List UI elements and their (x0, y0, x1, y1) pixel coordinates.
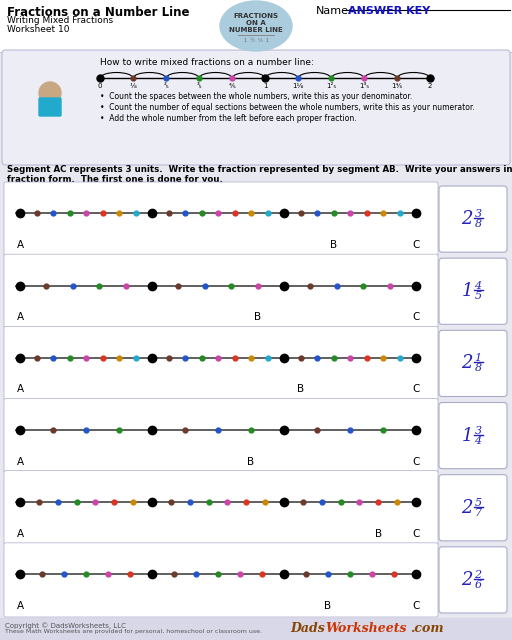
FancyBboxPatch shape (439, 403, 507, 468)
Text: •  Count the spaces between the whole numbers, write this as your denominator.: • Count the spaces between the whole num… (100, 92, 412, 101)
Text: A: A (16, 240, 24, 250)
Text: 2: 2 (461, 499, 473, 516)
Text: C: C (412, 456, 420, 467)
Text: 1: 1 (475, 353, 482, 364)
FancyBboxPatch shape (439, 475, 507, 541)
Text: Worksheet 10: Worksheet 10 (7, 25, 70, 34)
Text: 4: 4 (475, 281, 482, 291)
Text: 2: 2 (461, 355, 473, 372)
Text: B: B (330, 240, 337, 250)
Text: A: A (16, 456, 24, 467)
Text: 1⅘: 1⅘ (391, 83, 402, 89)
FancyBboxPatch shape (4, 326, 438, 401)
Text: ⅛: ⅛ (130, 83, 136, 89)
Text: A: A (16, 601, 24, 611)
Text: •  Count the number of equal sections between the whole numbers, write this as y: • Count the number of equal sections bet… (100, 103, 475, 112)
Text: 1: 1 (461, 427, 473, 445)
Text: C: C (412, 385, 420, 394)
Text: C: C (412, 601, 420, 611)
Text: 0: 0 (98, 83, 102, 89)
Text: ⅘: ⅘ (229, 83, 236, 89)
Text: 4: 4 (475, 436, 482, 445)
Text: 2: 2 (475, 570, 482, 580)
FancyBboxPatch shape (4, 399, 438, 473)
Text: B: B (247, 456, 254, 467)
FancyBboxPatch shape (39, 98, 61, 116)
Text: Worksheets: Worksheets (325, 622, 407, 635)
Text: C: C (412, 312, 420, 323)
Text: 1  ½  ⅓  1: 1 ½ ⅓ 1 (244, 38, 268, 42)
FancyBboxPatch shape (4, 470, 438, 545)
Text: 2: 2 (461, 210, 473, 228)
Text: fraction form.  The first one is done for you.: fraction form. The first one is done for… (7, 175, 223, 184)
Text: Dads: Dads (290, 622, 325, 635)
Text: FRACTIONS: FRACTIONS (233, 13, 279, 19)
Bar (0, 0, 512, 52)
Text: ²₅: ²₅ (163, 83, 169, 89)
Text: These Math Worksheets are provided for personal, homeschool or classroom use.: These Math Worksheets are provided for p… (5, 629, 262, 634)
Text: B: B (254, 312, 261, 323)
Text: Writing Mixed Fractions: Writing Mixed Fractions (7, 16, 113, 25)
FancyBboxPatch shape (4, 543, 438, 617)
Text: 1³₅: 1³₅ (359, 83, 369, 89)
Text: 8: 8 (475, 364, 482, 373)
Text: Name:: Name: (316, 6, 353, 16)
Text: 3: 3 (475, 426, 482, 436)
Bar (0, 618, 512, 640)
Text: 5: 5 (475, 291, 482, 301)
Text: Copyright © DadsWorksheets, LLC: Copyright © DadsWorksheets, LLC (5, 622, 126, 628)
Text: C: C (412, 529, 420, 539)
Text: Segment AC represents 3 units.  Write the fraction represented by segment AB.  W: Segment AC represents 3 units. Write the… (7, 165, 512, 174)
Text: B: B (325, 601, 332, 611)
Text: 1: 1 (461, 282, 473, 300)
Text: A: A (16, 385, 24, 394)
FancyBboxPatch shape (439, 547, 507, 613)
Text: 5: 5 (475, 498, 482, 508)
Text: 7: 7 (475, 508, 482, 518)
Ellipse shape (220, 1, 292, 51)
Text: ON A: ON A (246, 20, 266, 26)
Text: 1⅛: 1⅛ (292, 83, 304, 89)
Text: Fractions on a Number Line: Fractions on a Number Line (7, 6, 189, 19)
FancyBboxPatch shape (2, 50, 510, 165)
FancyBboxPatch shape (439, 258, 507, 324)
Text: NUMBER LINE: NUMBER LINE (229, 27, 283, 33)
Text: A: A (16, 312, 24, 323)
FancyBboxPatch shape (4, 182, 438, 256)
Text: How to write mixed fractions on a number line:: How to write mixed fractions on a number… (100, 58, 314, 67)
Text: 1²₅: 1²₅ (326, 83, 336, 89)
FancyBboxPatch shape (439, 186, 507, 252)
FancyBboxPatch shape (4, 254, 438, 328)
Text: B: B (375, 529, 382, 539)
FancyBboxPatch shape (439, 330, 507, 397)
Text: 8: 8 (475, 219, 482, 229)
Text: 2: 2 (428, 83, 432, 89)
Text: .com: .com (410, 622, 443, 635)
Text: 2: 2 (461, 571, 473, 589)
Text: 1: 1 (263, 83, 267, 89)
Text: •  Add the whole number from the left before each proper fraction.: • Add the whole number from the left bef… (100, 114, 357, 123)
Text: A: A (16, 529, 24, 539)
Text: C: C (412, 240, 420, 250)
Text: ANSWER KEY: ANSWER KEY (348, 6, 430, 16)
Text: B: B (297, 385, 304, 394)
Text: 3: 3 (475, 209, 482, 219)
Text: 6: 6 (475, 580, 482, 590)
Text: ³₅: ³₅ (196, 83, 202, 89)
Circle shape (39, 82, 61, 104)
